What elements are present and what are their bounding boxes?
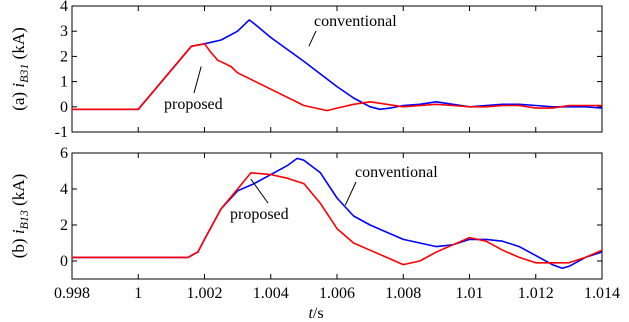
y-tick-label: 2	[60, 217, 68, 234]
x-tick-label: 1.01	[456, 285, 484, 302]
y-tick-label: -1	[55, 124, 68, 141]
annotation-proposed: proposed	[230, 206, 289, 223]
y-tick-label: 2	[60, 48, 68, 65]
annotation-conventional: conventional	[355, 164, 438, 181]
series-line-proposed-a	[72, 42, 602, 112]
x-axis: 0.998 1 1.002 1.004 1.006 1.008 1.01 1.012 1.014	[54, 285, 620, 302]
annotation-leader	[308, 30, 317, 47]
y-tick-label: 6	[60, 145, 68, 162]
annotation-leader	[193, 66, 202, 94]
x-tick-label: 1.012	[518, 285, 554, 302]
panel-a: 4 3 2 1 0 -1 conventional proposed (a) iB31 (kA)	[9, 0, 603, 141]
annotation-leader	[344, 181, 357, 206]
y-tick-label: 1	[60, 74, 68, 91]
series-line-proposed-b	[72, 172, 603, 266]
x-axis-title: t/s	[308, 305, 323, 322]
x-tick-label: 1.006	[319, 285, 355, 302]
y-axis-label-a: (a) iB31 (kA)	[9, 27, 31, 111]
x-tick-label: 1.002	[187, 285, 223, 302]
y-tick-label: 0	[60, 99, 68, 116]
x-tick-label: 1	[134, 285, 142, 302]
x-tick-label: 1.008	[385, 285, 421, 302]
x-tick-label: 1.014	[584, 285, 620, 302]
annotation-conventional: conventional	[314, 13, 397, 30]
y-axis-label-b: (b) iB13 (kA)	[9, 174, 31, 259]
series-line-conventional-b	[72, 157, 603, 270]
plot-frame-b	[71, 152, 603, 280]
y-tick-label: 4	[60, 181, 68, 198]
annotation-leader	[250, 178, 269, 204]
annotation-proposed: proposed	[164, 96, 223, 113]
series-line-conventional-a	[72, 19, 603, 111]
panel-b: 6 4 2 0 conventional proposed (b) iB13 (kA)	[9, 145, 603, 280]
x-tick-label: 0.998	[54, 285, 90, 302]
x-tick-label: 1.004	[253, 285, 289, 302]
y-tick-label: 3	[60, 23, 68, 40]
y-tick-label: 0	[60, 253, 68, 270]
y-tick-label: 4	[60, 0, 68, 15]
